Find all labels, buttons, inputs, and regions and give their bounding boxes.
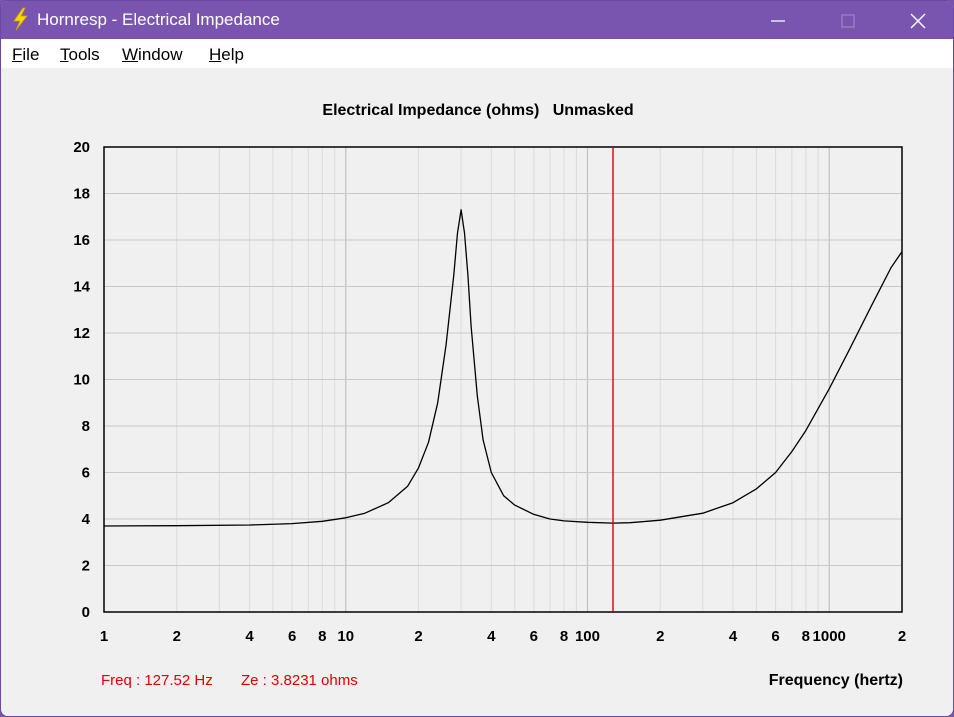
- y-tick-label: 0: [82, 604, 90, 621]
- menu-window[interactable]: Window: [122, 45, 183, 64]
- x-tick-label: 8: [318, 628, 326, 645]
- x-tick-label: 8: [802, 628, 810, 645]
- y-tick-label: 8: [82, 418, 90, 435]
- window-title: Hornresp - Electrical Impedance: [37, 10, 280, 29]
- y-tick-label: 14: [73, 279, 90, 296]
- y-tick-label: 10: [73, 372, 90, 389]
- menu-file[interactable]: File: [12, 45, 40, 64]
- x-tick-label: 100: [575, 628, 600, 645]
- x-tick-label: 4: [729, 628, 738, 645]
- close-icon: [910, 13, 926, 29]
- chart-title: Electrical Impedance (ohms) Unmasked: [322, 102, 633, 119]
- y-tick-label: 2: [82, 558, 90, 575]
- maximize-button[interactable]: [817, 1, 879, 39]
- title-bar[interactable]: Hornresp - Electrical Impedance: [1, 1, 953, 39]
- plot-frame: [103, 146, 903, 613]
- x-tick-label: 2: [414, 628, 422, 645]
- x-tick-label: 6: [288, 628, 296, 645]
- y-tick-label: 20: [73, 139, 90, 156]
- lightning-bolt-icon: [13, 7, 28, 31]
- minimize-icon: [771, 20, 785, 22]
- chart-grid: [104, 147, 902, 612]
- x-tick-label: 10: [337, 628, 354, 645]
- x-tick-label: 1000: [813, 628, 846, 645]
- x-tick-label: 6: [771, 628, 779, 645]
- y-tick-label: 18: [73, 186, 90, 203]
- x-tick-label: 4: [245, 628, 254, 645]
- menu-bar: File Tools Window Help: [1, 39, 953, 68]
- x-tick-label: 2: [898, 628, 906, 645]
- impedance-chart[interactable]: Electrical Impedance (ohms) Unmasked 0 2 4…: [1, 68, 953, 716]
- y-tick-label: 12: [73, 325, 90, 342]
- x-tick-label: 8: [560, 628, 568, 645]
- close-button[interactable]: [887, 1, 949, 39]
- chart-panel: Electrical Impedance (ohms) Unmasked 0 2 4…: [1, 68, 953, 716]
- y-tick-label: 16: [73, 232, 90, 249]
- x-tick-label: 4: [487, 628, 496, 645]
- chart-series: [103, 209, 903, 527]
- x-tick-label: 6: [530, 628, 538, 645]
- frequency-readout: Freq : 127.52 Hz: [101, 672, 213, 689]
- menu-help[interactable]: Help: [209, 45, 244, 64]
- maximize-icon: [841, 14, 855, 28]
- impedance-readout: Ze : 3.8231 ohms: [241, 672, 358, 689]
- minimize-button[interactable]: [747, 1, 809, 39]
- impedance-series-line: [103, 209, 903, 527]
- y-axis-ticks: 0 2 4 6 8 10 12 14 16 18 20: [73, 139, 90, 621]
- x-tick-label: 2: [656, 628, 664, 645]
- x-tick-label: 2: [173, 628, 181, 645]
- menu-tools[interactable]: Tools: [60, 45, 100, 64]
- x-axis-label: Frequency (hertz): [769, 672, 903, 689]
- x-tick-label: 1: [100, 628, 108, 645]
- y-tick-label: 4: [82, 511, 91, 528]
- x-axis-ticks: 1 2 4 6 8 10 2 4 6 8 100 2 4 6 8 1000 2: [100, 628, 906, 645]
- y-tick-label: 6: [82, 465, 90, 482]
